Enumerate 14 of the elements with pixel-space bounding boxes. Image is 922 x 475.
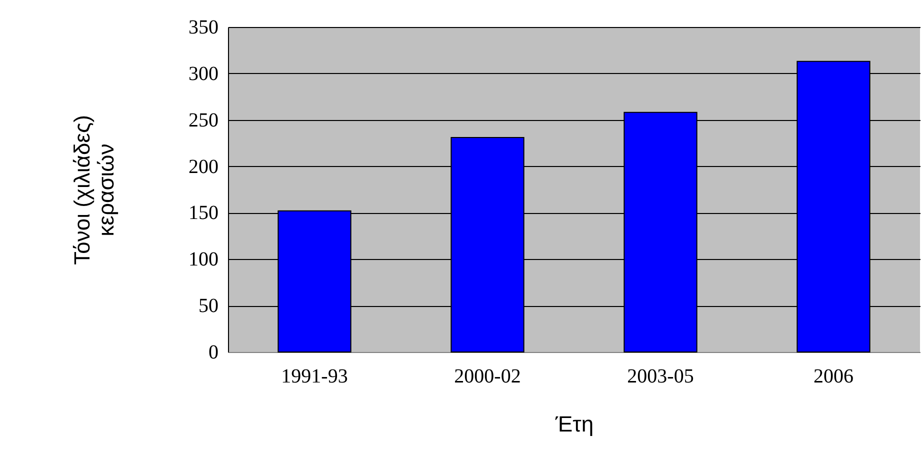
x-axis-title: Έτη: [554, 412, 594, 436]
y-tick-label: 300: [188, 62, 218, 85]
y-tick-label: 350: [188, 16, 218, 38]
x-tick-label: 2006: [814, 366, 854, 388]
x-tick-label: 1991-93: [281, 366, 348, 388]
x-tick-label: 2000-02: [454, 366, 521, 388]
y-axis-title: Τόνοι (χιλιάδες) κερασιών: [70, 115, 118, 265]
x-tick-label: 2003-05: [627, 366, 694, 388]
y-tick-label: 200: [188, 156, 218, 178]
y-tick-label: 50: [198, 295, 218, 318]
y-tick-label: 100: [188, 248, 218, 271]
y-tick-label: 0: [208, 342, 218, 364]
y-tick-label: 150: [188, 202, 218, 224]
y-tick-label: 250: [188, 109, 218, 132]
